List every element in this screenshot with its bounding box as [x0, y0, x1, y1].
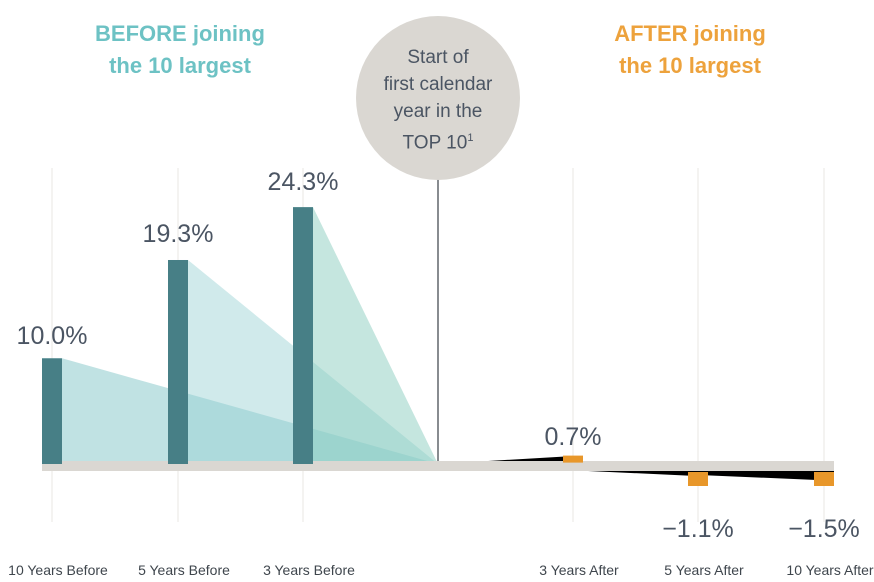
bars	[42, 207, 834, 486]
category-label: 10 Years After	[786, 562, 874, 578]
value-label: 24.3%	[268, 168, 339, 196]
category-label: 10 Years Before	[8, 562, 108, 578]
value-label: 0.7%	[545, 423, 602, 451]
bar	[168, 259, 188, 464]
bar	[563, 455, 583, 463]
value-label: 10.0%	[17, 322, 88, 350]
after-header-line1: AFTER joining	[614, 21, 766, 46]
footnote-marker: 1	[467, 132, 474, 144]
fan-area	[293, 207, 438, 465]
labels: 10.0% 19.3% 24.3% 0.7% −1.1% −1.5% 10 Years Be…	[8, 168, 874, 578]
value-label: −1.5%	[788, 515, 860, 543]
baseline	[42, 461, 834, 471]
start-label-top10: TOP 10	[402, 132, 468, 154]
category-label: 5 Years After	[664, 562, 744, 578]
before-header-line2: the 10 largest	[109, 53, 251, 78]
category-label: 3 Years After	[539, 562, 619, 578]
start-marker-label: Start of first calendar year in the TOP …	[358, 44, 518, 156]
bar	[814, 472, 834, 486]
before-header: BEFORE joining the 10 largest	[60, 18, 300, 82]
start-label-line3: year in the	[393, 101, 483, 122]
start-label-line4: TOP 101	[358, 125, 518, 156]
before-header-line1: BEFORE joining	[95, 21, 265, 46]
after-header: AFTER joining the 10 largest	[570, 18, 810, 82]
bar	[688, 472, 708, 486]
category-label: 5 Years Before	[138, 562, 230, 578]
value-label: −1.1%	[662, 515, 734, 543]
value-label: 19.3%	[143, 220, 214, 248]
bar	[42, 358, 62, 464]
start-label-line2: first calendar	[383, 74, 493, 95]
bar	[293, 207, 313, 465]
start-marker-circle	[356, 16, 520, 180]
start-label-line1: Start of	[407, 47, 469, 68]
after-header-line2: the 10 largest	[619, 53, 761, 78]
category-label: 3 Years Before	[263, 562, 355, 578]
